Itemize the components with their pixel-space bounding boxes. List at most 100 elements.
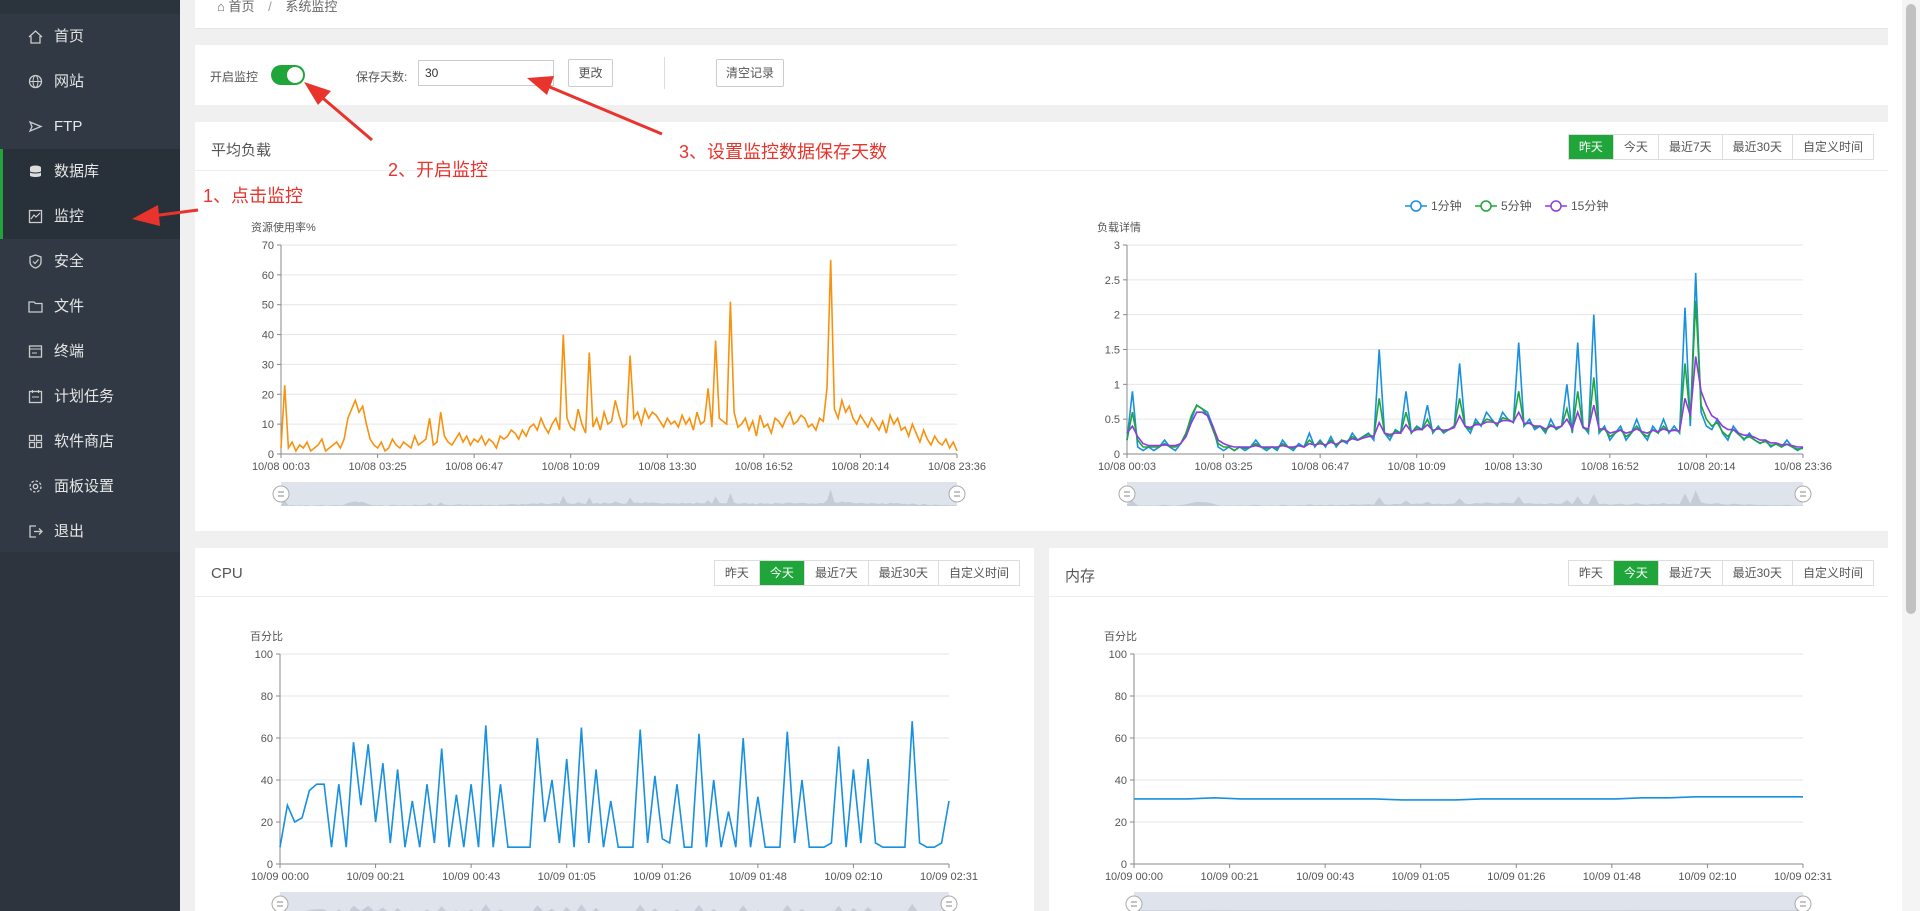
- y-tick-label: 60: [261, 733, 273, 745]
- zoom-handle-right[interactable]: [940, 895, 958, 911]
- x-tick-label: 10/08 23:36: [1774, 461, 1832, 473]
- x-tick-label: 10/08 10:09: [1388, 461, 1446, 473]
- control-divider: [664, 57, 665, 89]
- chart-ylabel: 百分比: [1104, 630, 1137, 643]
- scrollbar-thumb[interactable]: [1906, 4, 1916, 614]
- zoom-slider-track[interactable]: [1134, 892, 1803, 911]
- memory-panel-title: 内存: [1065, 568, 1096, 585]
- sidebar-item-4[interactable]: 监控: [0, 194, 180, 239]
- breadcrumb: ⌂ 首页 / 系统监控: [217, 0, 337, 15]
- clear-records-button[interactable]: 清空记录: [716, 59, 784, 87]
- y-tick-label: 0: [1121, 859, 1127, 871]
- sidebar-item-6[interactable]: 文件: [0, 284, 180, 329]
- memory-tab-4[interactable]: 自定义时间: [1791, 561, 1873, 585]
- sidebar-item-label: 数据库: [54, 163, 100, 180]
- sidebar-item-1[interactable]: 网站: [0, 59, 180, 104]
- y-tick-label: 50: [262, 300, 274, 312]
- active-indicator: [0, 149, 3, 194]
- monitor-icon: [28, 209, 43, 224]
- y-tick-label: 30: [262, 359, 274, 371]
- zoom-handle-left[interactable]: [272, 485, 290, 503]
- zoom-handle-left[interactable]: [1118, 485, 1136, 503]
- memory-tab-3[interactable]: 最近30天: [1721, 561, 1792, 585]
- load-tab-3[interactable]: 最近30天: [1721, 135, 1792, 159]
- legend-marker-1[interactable]: [1480, 200, 1492, 212]
- toggle-knob[interactable]: [287, 67, 303, 83]
- chart-1-series-2-line: [1126, 356, 1803, 448]
- annotation-step-1: 1、点击监控: [203, 186, 304, 206]
- change-days-button[interactable]: 更改: [568, 59, 613, 87]
- load-range-tabs: 昨天 今天 最近7天 最近30天 自定义时间: [1567, 134, 1874, 160]
- save-days-input[interactable]: [418, 60, 554, 86]
- load-tab-4[interactable]: 自定义时间: [1791, 135, 1873, 159]
- terminal-icon: [28, 345, 43, 358]
- y-tick-label: 2.5: [1105, 275, 1120, 287]
- load-tab-2[interactable]: 最近7天: [1657, 135, 1722, 159]
- sidebar-item-2[interactable]: FTP: [0, 104, 180, 149]
- zoom-slider-track[interactable]: [1127, 482, 1803, 506]
- sidebar-item-9[interactable]: 软件商店: [0, 419, 180, 464]
- zoom-handle-left[interactable]: [1125, 895, 1143, 911]
- x-tick-label: 10/08 13:30: [638, 461, 696, 473]
- sidebar-item-11[interactable]: 退出: [0, 509, 180, 554]
- database-icon: [29, 165, 42, 177]
- y-tick-label: 80: [1115, 691, 1127, 703]
- sidebar-item-0[interactable]: 首页: [0, 14, 180, 59]
- x-tick-label: 10/08 16:52: [1581, 461, 1639, 473]
- breadcrumb-current: 系统监控: [285, 0, 338, 14]
- memory-tab-2[interactable]: 最近7天: [1657, 561, 1722, 585]
- load-tab-1[interactable]: 今天: [1612, 135, 1658, 159]
- home-icon[interactable]: ⌂: [217, 0, 225, 14]
- enable-monitor-toggle[interactable]: [271, 65, 305, 85]
- cpu-tab-4[interactable]: 自定义时间: [937, 561, 1019, 585]
- x-tick-label: 10/08 20:14: [831, 461, 889, 473]
- legend-label-1[interactable]: 5分钟: [1501, 198, 1532, 213]
- page-scrollbar[interactable]: [1902, 0, 1920, 911]
- x-tick-label: 10/09 00:43: [1296, 871, 1354, 883]
- x-tick-label: 10/09 02:31: [920, 871, 978, 883]
- cpu-tab-1[interactable]: 今天: [758, 561, 804, 585]
- legend-label-2[interactable]: 15分钟: [1571, 198, 1608, 213]
- y-tick-label: 0: [267, 859, 273, 871]
- memory-panel: 内存 昨天 今天 最近7天 最近30天 自定义时间 百分比 0 20 40 60 80 100 10/…: [1049, 548, 1888, 911]
- sidebar-item-10[interactable]: 面板设置: [0, 464, 180, 509]
- zoom-handle-left[interactable]: [271, 895, 289, 911]
- sidebar-item-5[interactable]: 安全: [0, 239, 180, 284]
- zoom-handle-right[interactable]: [1794, 895, 1812, 911]
- sidebar-item-label: 文件: [54, 298, 85, 315]
- cpu-tab-0[interactable]: 昨天: [724, 566, 749, 580]
- cpu-range-tabs: 昨天 今天 最近7天 最近30天 自定义时间: [713, 560, 1020, 586]
- zoom-handle-right[interactable]: [948, 485, 966, 503]
- load-tab-0[interactable]: 昨天: [1568, 135, 1613, 159]
- cpu-panel-divider: [195, 596, 1034, 597]
- cpu-panel-title: CPU: [211, 565, 243, 582]
- sidebar-item-7[interactable]: 终端: [0, 329, 180, 374]
- legend-label-0[interactable]: 1分钟: [1431, 198, 1462, 213]
- cpu-tab-2[interactable]: 最近7天: [803, 561, 868, 585]
- load-panel-divider: [195, 170, 1888, 171]
- breadcrumb-home[interactable]: 首页: [228, 0, 255, 14]
- load-panel: 平均负载 昨天 今天 最近7天 最近30天 自定义时间 资源使用率% 0 10 20 30 40 5…: [195, 122, 1888, 531]
- zoom-slider-track[interactable]: [281, 482, 957, 506]
- cpu-tab-3[interactable]: 最近30天: [867, 561, 938, 585]
- y-tick-label: 40: [1115, 775, 1127, 787]
- zoom-slider-track[interactable]: [280, 892, 949, 911]
- x-tick-label: 10/08 23:36: [928, 461, 986, 473]
- zoom-slider-preview: [287, 903, 949, 911]
- annotation-step-3: 3、设置监控数据保存天数: [679, 142, 888, 162]
- sidebar-item-8[interactable]: 计划任务: [0, 374, 180, 419]
- memory-tab-1[interactable]: 今天: [1612, 561, 1658, 585]
- zoom-slider-preview: [1127, 490, 1803, 506]
- y-tick-label: 60: [262, 270, 274, 282]
- x-tick-label: 10/09 00:00: [1105, 871, 1163, 883]
- zoom-handle-right[interactable]: [1794, 485, 1812, 503]
- sidebar-item-label: 网站: [54, 73, 85, 90]
- y-tick-label: 20: [262, 389, 274, 401]
- globe-icon: [28, 74, 43, 89]
- memory-tab-0[interactable]: 昨天: [1578, 566, 1603, 580]
- legend-marker-0[interactable]: [1410, 200, 1422, 212]
- shield-icon: [29, 254, 42, 269]
- legend-marker-2[interactable]: [1550, 200, 1562, 212]
- x-tick-label: 10/08 00:03: [1098, 461, 1156, 473]
- sidebar-item-3[interactable]: 数据库: [0, 149, 180, 194]
